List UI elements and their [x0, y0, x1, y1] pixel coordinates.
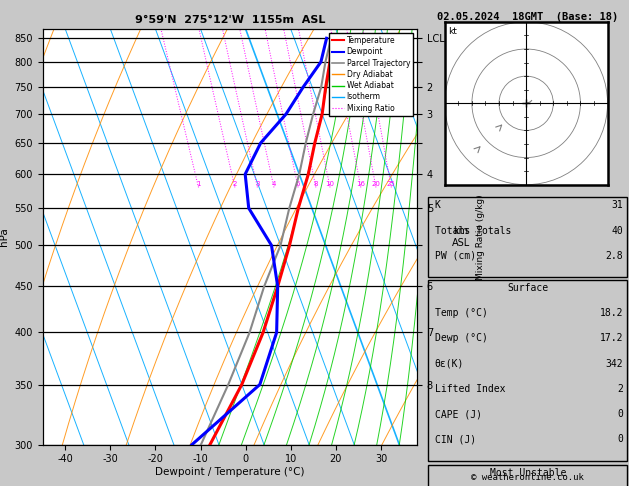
Text: 02.05.2024  18GMT  (Base: 18): 02.05.2024 18GMT (Base: 18)	[437, 12, 618, 22]
Text: 8: 8	[314, 181, 318, 188]
Text: θε(K): θε(K)	[435, 359, 464, 369]
Text: © weatheronline.co.uk: © weatheronline.co.uk	[471, 473, 584, 482]
Text: 3: 3	[255, 181, 260, 188]
Text: Lifted Index: Lifted Index	[435, 384, 505, 394]
Text: Totals Totals: Totals Totals	[435, 226, 511, 236]
Text: 342: 342	[605, 359, 623, 369]
Text: 10: 10	[326, 181, 335, 188]
Text: 4: 4	[272, 181, 276, 188]
Text: 2: 2	[233, 181, 237, 188]
Text: 25: 25	[387, 181, 396, 188]
Text: kt: kt	[448, 27, 457, 36]
Bar	[428, 197, 627, 277]
Text: 31: 31	[611, 200, 623, 210]
Text: 16: 16	[357, 181, 365, 188]
X-axis label: Dewpoint / Temperature (°C): Dewpoint / Temperature (°C)	[155, 467, 304, 477]
Text: 6: 6	[296, 181, 301, 188]
Text: 40: 40	[611, 226, 623, 236]
Y-axis label: hPa: hPa	[0, 227, 9, 246]
Text: Most Unstable: Most Unstable	[489, 468, 566, 478]
Text: 2: 2	[617, 384, 623, 394]
Text: 9°59'N  275°12'W  1155m  ASL: 9°59'N 275°12'W 1155m ASL	[135, 15, 325, 25]
Text: Surface: Surface	[507, 283, 548, 293]
Legend: Temperature, Dewpoint, Parcel Trajectory, Dry Adiabat, Wet Adiabat, Isotherm, Mi: Temperature, Dewpoint, Parcel Trajectory…	[329, 33, 413, 116]
Text: 0: 0	[617, 434, 623, 445]
Text: 2.8: 2.8	[605, 251, 623, 261]
Text: CAPE (J): CAPE (J)	[435, 409, 482, 419]
Text: CIN (J): CIN (J)	[435, 434, 476, 445]
Y-axis label: km
ASL: km ASL	[452, 226, 470, 248]
Text: K: K	[435, 200, 440, 210]
Text: 18.2: 18.2	[599, 308, 623, 318]
Text: Temp (°C): Temp (°C)	[435, 308, 487, 318]
Text: 20: 20	[372, 181, 381, 188]
Text: PW (cm): PW (cm)	[435, 251, 476, 261]
Text: Mixing Ratio (g/kg): Mixing Ratio (g/kg)	[476, 194, 485, 280]
Text: 17.2: 17.2	[599, 333, 623, 344]
Bar	[428, 280, 627, 461]
Text: Dewp (°C): Dewp (°C)	[435, 333, 487, 344]
Bar	[428, 465, 627, 486]
Text: 1: 1	[196, 181, 201, 188]
Text: 0: 0	[617, 409, 623, 419]
